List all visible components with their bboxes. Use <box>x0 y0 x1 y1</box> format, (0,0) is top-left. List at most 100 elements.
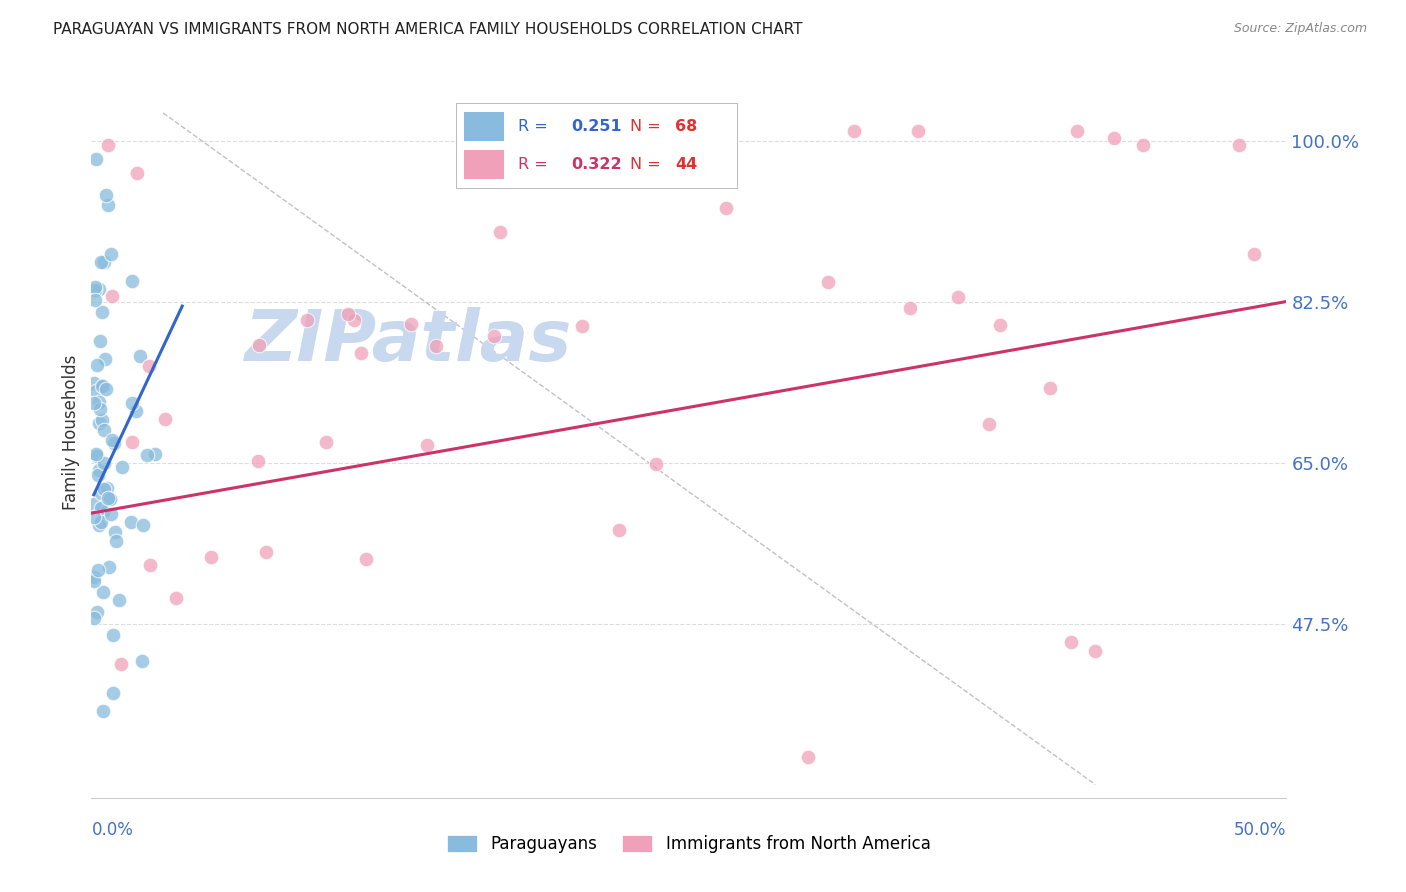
Point <box>165 591 187 605</box>
Point <box>401 317 423 331</box>
Point <box>254 545 277 559</box>
Point <box>97 491 120 506</box>
Point <box>84 283 107 297</box>
Point <box>356 552 378 566</box>
Point <box>86 449 108 463</box>
Point <box>415 438 437 452</box>
Point <box>93 483 115 497</box>
Point <box>97 198 120 212</box>
Point <box>907 124 929 138</box>
Point <box>87 517 110 532</box>
Point <box>1084 644 1107 658</box>
Point <box>89 282 111 296</box>
Point <box>121 274 143 288</box>
Point <box>484 328 506 343</box>
Point <box>1132 138 1154 153</box>
Point <box>1066 124 1088 138</box>
Point <box>83 570 105 584</box>
Text: ZIPatlas: ZIPatlas <box>245 307 572 376</box>
Point <box>842 124 865 138</box>
Point <box>129 349 152 363</box>
Point <box>200 549 222 564</box>
Point <box>153 411 176 425</box>
Point <box>93 704 114 718</box>
Point <box>84 384 107 399</box>
Point <box>138 359 160 373</box>
Point <box>110 657 132 671</box>
Point <box>645 457 668 471</box>
Point <box>90 485 112 500</box>
Point <box>96 382 118 396</box>
Legend: Paraguayans, Immigrants from North America: Paraguayans, Immigrants from North Ameri… <box>440 828 938 860</box>
Point <box>125 166 148 180</box>
Point <box>83 497 105 511</box>
Text: Source: ZipAtlas.com: Source: ZipAtlas.com <box>1233 22 1367 36</box>
Point <box>93 423 115 437</box>
Point <box>100 507 122 521</box>
Point <box>136 448 159 462</box>
Point <box>121 434 143 449</box>
Point <box>1243 247 1265 261</box>
Point <box>97 138 120 153</box>
Point <box>343 313 366 327</box>
Point <box>83 396 105 410</box>
Point <box>104 524 127 539</box>
Text: 50.0%: 50.0% <box>1234 822 1286 839</box>
Point <box>84 447 107 461</box>
Point <box>84 280 107 294</box>
Point <box>103 435 125 450</box>
Point <box>100 491 122 506</box>
Point <box>797 750 820 764</box>
Point <box>107 593 129 607</box>
Point <box>84 152 107 166</box>
Point <box>91 585 114 599</box>
Point <box>425 339 447 353</box>
Point <box>86 468 108 483</box>
Point <box>948 290 970 304</box>
Point <box>988 318 1011 332</box>
Point <box>817 275 839 289</box>
Point <box>90 255 112 269</box>
Point <box>83 376 105 390</box>
Point <box>125 404 148 418</box>
Point <box>315 434 337 449</box>
Point <box>89 402 111 417</box>
Point <box>120 515 142 529</box>
Point <box>90 500 112 515</box>
Point <box>98 491 121 506</box>
Point <box>131 654 153 668</box>
Point <box>93 351 115 366</box>
Point <box>91 505 114 519</box>
Point <box>1104 131 1126 145</box>
Point <box>83 510 105 524</box>
Point <box>121 396 143 410</box>
Point <box>1227 138 1250 153</box>
Point <box>89 417 111 431</box>
Point <box>94 187 117 202</box>
Text: PARAGUAYAN VS IMMIGRANTS FROM NORTH AMERICA FAMILY HOUSEHOLDS CORRELATION CHART: PARAGUAYAN VS IMMIGRANTS FROM NORTH AMER… <box>53 22 803 37</box>
Point <box>295 313 318 327</box>
Point <box>98 559 121 574</box>
Point <box>101 685 124 699</box>
Point <box>93 456 115 470</box>
Y-axis label: Family Households: Family Households <box>62 355 80 510</box>
Point <box>90 413 112 427</box>
Point <box>86 563 108 577</box>
Point <box>138 558 160 573</box>
Point <box>350 346 373 360</box>
Point <box>87 463 110 477</box>
Point <box>89 334 111 349</box>
Point <box>104 533 127 548</box>
Point <box>143 447 166 461</box>
Point <box>714 201 737 215</box>
Point <box>247 338 270 352</box>
Point <box>1039 380 1062 394</box>
Point <box>86 359 108 373</box>
Point <box>246 454 269 468</box>
Point <box>93 255 115 269</box>
Text: 0.0%: 0.0% <box>91 822 134 839</box>
Point <box>977 417 1000 432</box>
Point <box>1060 635 1083 649</box>
Point <box>89 395 111 409</box>
Point <box>336 307 359 321</box>
